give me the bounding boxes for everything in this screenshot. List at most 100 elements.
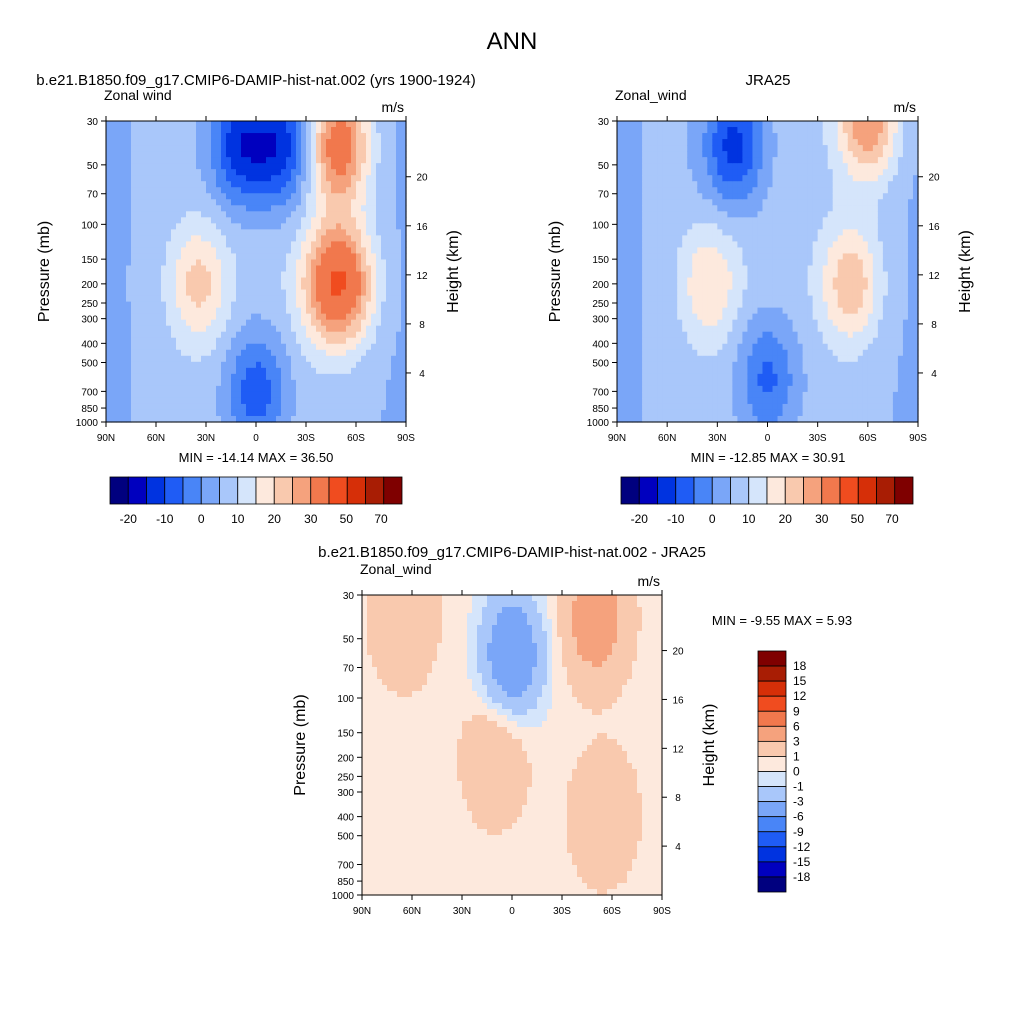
heatmap-cell	[191, 367, 197, 375]
heatmap-cell	[642, 121, 648, 128]
heatmap-cell	[737, 331, 744, 339]
heatmap-cell	[657, 313, 663, 321]
heatmap-cell	[697, 241, 703, 249]
heatmap-cell	[807, 277, 814, 285]
heatmap-cell	[777, 385, 784, 393]
heatmap-cell	[767, 409, 774, 417]
heatmap-cell	[301, 295, 307, 303]
heatmap-cell	[757, 385, 764, 393]
heatmap-cell	[391, 277, 397, 285]
heatmap-cell	[351, 187, 357, 194]
heatmap-cell	[296, 289, 302, 297]
heatmap-cell	[381, 289, 387, 297]
heatmap-cell	[792, 349, 799, 357]
heatmap-cell	[246, 271, 252, 279]
heatmap-cell	[376, 289, 382, 297]
heatmap-cell	[652, 259, 658, 267]
heatmap-cell	[181, 415, 187, 423]
heatmap-cell	[737, 337, 744, 345]
heatmap-cell	[777, 163, 784, 170]
heatmap-cell	[196, 313, 202, 321]
heatmap-cell	[742, 301, 749, 309]
heatmap-cell	[677, 283, 683, 291]
heatmap-cell	[181, 235, 187, 242]
heatmap-cell	[306, 175, 312, 182]
heatmap-cell	[311, 157, 317, 164]
heatmap-cell	[682, 283, 688, 291]
heatmap-cell	[336, 127, 342, 134]
heatmap-cell	[326, 247, 332, 255]
heatmap-cell	[231, 313, 237, 321]
heatmap-cell	[261, 187, 267, 194]
heatmap-cell	[657, 259, 663, 267]
heatmap-cell	[787, 247, 794, 255]
heatmap-cell	[121, 295, 127, 303]
heatmap-cell	[336, 301, 342, 309]
heatmap-cell	[642, 175, 648, 182]
heatmap-cell	[286, 253, 292, 261]
heatmap-cell	[692, 199, 698, 206]
heatmap-cell	[111, 157, 117, 164]
heatmap-cell	[747, 217, 754, 224]
heatmap-cell	[361, 319, 367, 327]
heatmap-cell	[171, 253, 177, 261]
heatmap-cell	[121, 265, 127, 273]
heatmap-cell	[787, 205, 794, 212]
heatmap-cell	[121, 223, 127, 230]
heatmap-cell	[231, 289, 237, 297]
heatmap-cell	[632, 409, 638, 417]
heatmap-cell	[231, 253, 237, 261]
heatmap-cell	[191, 403, 197, 411]
heatmap-cell	[301, 121, 307, 128]
heatmap-cell	[256, 163, 262, 170]
heatmap-cell	[186, 379, 192, 387]
heatmap-cell	[316, 259, 322, 267]
heatmap-cell	[206, 127, 212, 134]
heatmap-cell	[276, 229, 282, 236]
heatmap-cell	[126, 235, 132, 242]
heatmap-cell	[291, 145, 297, 152]
heatmap-cell	[231, 277, 237, 285]
heatmap-cell	[712, 355, 718, 363]
page-title: ANN	[486, 28, 538, 55]
heatmap-cell	[296, 181, 302, 188]
heatmap-cell	[126, 229, 132, 236]
heatmap-cell	[682, 157, 688, 164]
heatmap-cell	[361, 313, 367, 321]
heatmap-cell	[707, 343, 713, 351]
heatmap-cell	[742, 271, 749, 279]
heatmap-cell	[176, 289, 182, 297]
heatmap-cell	[246, 337, 252, 345]
heatmap-cell	[747, 277, 754, 285]
heatmap-cell	[236, 241, 242, 249]
heatmap-cell	[637, 163, 643, 170]
heatmap-cell	[657, 151, 663, 158]
heatmap-cell	[792, 367, 799, 375]
heatmap-cell	[291, 211, 297, 218]
heatmap-cell	[141, 283, 147, 291]
heatmap-cell	[682, 199, 688, 206]
heatmap-cell	[772, 295, 779, 303]
heatmap-cell	[627, 343, 633, 351]
heatmap-cell	[331, 391, 337, 399]
heatmap-cell	[692, 139, 698, 146]
heatmap-cell	[201, 217, 207, 224]
heatmap-cell	[151, 259, 157, 267]
heatmap-cell	[672, 361, 678, 369]
heatmap-cell	[351, 235, 357, 242]
heatmap-cell	[186, 187, 192, 194]
heatmap-cell	[762, 379, 769, 387]
heatmap-cell	[251, 253, 257, 261]
heatmap-cell	[687, 337, 693, 345]
heatmap-cell	[381, 223, 387, 230]
heatmap-cell	[261, 349, 267, 357]
heatmap-cell	[722, 343, 728, 351]
heatmap-cell	[106, 385, 112, 393]
heatmap-cell	[346, 151, 352, 158]
heatmap-cell	[286, 271, 292, 279]
heatmap-cell	[356, 349, 362, 357]
heatmap-cell	[166, 139, 172, 146]
heatmap-cell	[246, 403, 252, 411]
heatmap-cell	[702, 127, 708, 134]
heatmap-cell	[662, 301, 668, 309]
